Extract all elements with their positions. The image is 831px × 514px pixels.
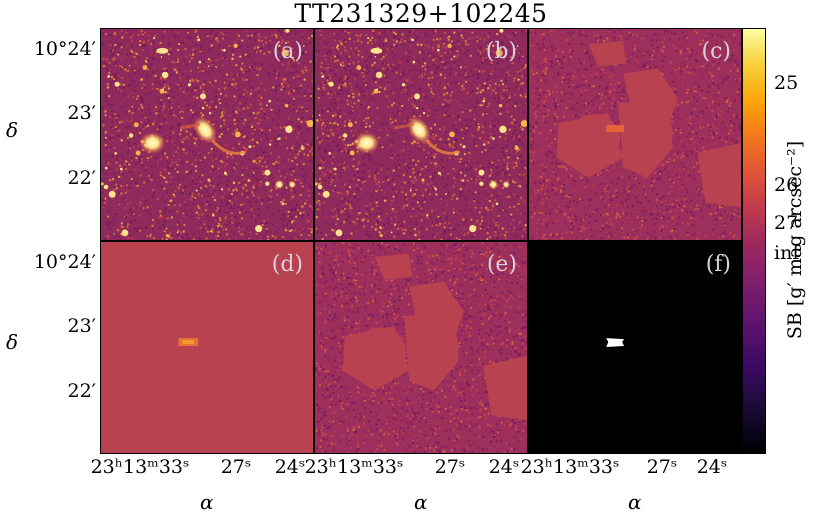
panel-b-label: (b) bbox=[486, 39, 517, 64]
x-tick-label: 23ʰ13ᵐ33ˢ bbox=[91, 456, 190, 478]
x-tick-label: 27ˢ bbox=[647, 456, 678, 478]
x-axis-label: α bbox=[414, 490, 428, 514]
panel-e: (e) bbox=[314, 241, 528, 454]
x-axis-label: α bbox=[628, 490, 642, 514]
y-tick-label: 10°24′ bbox=[6, 251, 96, 273]
panel-c: (c) bbox=[528, 28, 742, 241]
y-tick-label: 22′ bbox=[6, 380, 96, 402]
x-tick-label: 23ʰ13ᵐ33ˢ bbox=[521, 456, 620, 478]
x-tick-label: 23ʰ13ᵐ33ˢ bbox=[305, 456, 404, 478]
y-axis-label: δ bbox=[6, 118, 18, 142]
colorbar bbox=[742, 28, 766, 454]
y-axis-label: δ bbox=[6, 330, 18, 354]
panel-c-label: (c) bbox=[702, 39, 732, 64]
panel-d-label: (d) bbox=[272, 252, 303, 277]
panel-e-label: (e) bbox=[487, 252, 517, 277]
panel-a: (a) bbox=[100, 28, 314, 241]
y-tick-label: 22′ bbox=[6, 167, 96, 189]
y-tick-label: 10°24′ bbox=[6, 38, 96, 60]
y-tick-label: 23′ bbox=[6, 315, 96, 337]
x-tick-label: 24ˢ bbox=[489, 456, 520, 478]
panel-a-label: (a) bbox=[273, 39, 303, 64]
panel-f: (f) bbox=[528, 241, 742, 454]
y-tick-label: 23′ bbox=[6, 102, 96, 124]
x-axis-label: α bbox=[200, 490, 214, 514]
x-tick-label: 24ˢ bbox=[275, 456, 306, 478]
colorbar-label: SB [g′ mag arcsec⁻²] bbox=[784, 141, 806, 339]
x-tick-label: 24ˢ bbox=[697, 456, 728, 478]
x-tick-label: 27ˢ bbox=[221, 456, 252, 478]
panel-b: (b) bbox=[314, 28, 528, 241]
panel-f-label: (f) bbox=[706, 252, 731, 277]
x-tick-label: 27ˢ bbox=[435, 456, 466, 478]
colorbar-tick-label: 25 bbox=[774, 72, 798, 94]
figure-title: TT231329+102245 bbox=[100, 0, 742, 28]
panel-d: (d) bbox=[100, 241, 314, 454]
